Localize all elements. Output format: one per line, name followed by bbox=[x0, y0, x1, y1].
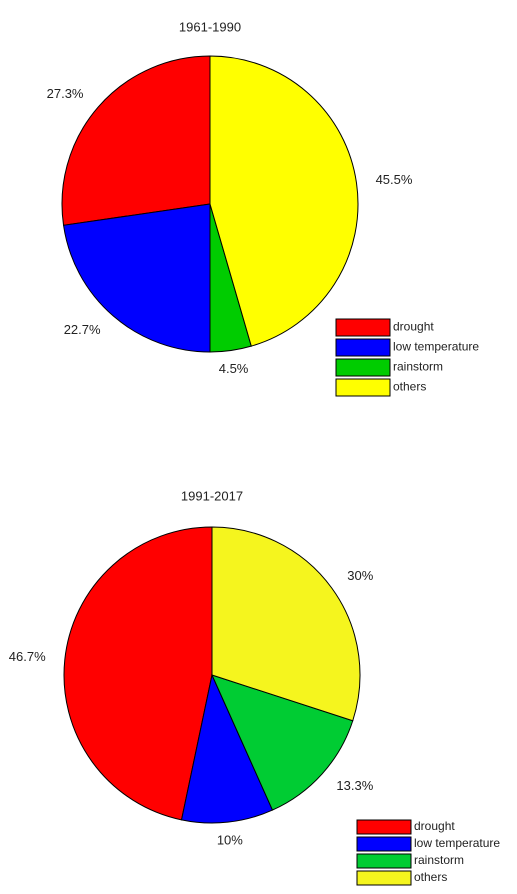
legend-label: drought bbox=[414, 819, 455, 833]
slice-label: 22.7% bbox=[64, 322, 101, 337]
legend-label: others bbox=[414, 870, 447, 884]
legend: drought low temperature rainstorm others bbox=[355, 818, 516, 890]
pie-slice bbox=[180, 673, 274, 824]
legend-swatch bbox=[335, 378, 391, 397]
chart-title: 1991-2017 bbox=[181, 488, 243, 503]
slice-label: 46.7% bbox=[9, 649, 46, 664]
legend-swatch bbox=[335, 318, 391, 337]
chart-title: 1961-1990 bbox=[179, 19, 241, 34]
legend-swatch bbox=[335, 358, 391, 377]
pie-slice bbox=[211, 674, 354, 811]
slice-label: 13.3% bbox=[336, 778, 373, 793]
legend-label: rainstorm bbox=[393, 360, 443, 374]
legend-label: others bbox=[393, 380, 426, 394]
legend-label: low temperature bbox=[393, 340, 479, 354]
slice-label: 27.3% bbox=[47, 86, 84, 101]
legend-swatch bbox=[356, 819, 412, 835]
slice-label: 4.5% bbox=[219, 361, 249, 376]
pie-slice bbox=[61, 55, 211, 226]
slice-label: 10% bbox=[217, 833, 243, 848]
slice-label: 30% bbox=[347, 568, 373, 583]
pie-slice bbox=[63, 526, 213, 821]
legend-label: rainstorm bbox=[414, 853, 464, 867]
pie-slice bbox=[211, 526, 361, 722]
legend-swatch bbox=[335, 338, 391, 357]
legend-label: low temperature bbox=[414, 836, 500, 850]
legend-swatch bbox=[356, 870, 412, 886]
legend-swatch bbox=[356, 836, 412, 852]
slice-label: 45.5% bbox=[376, 172, 413, 187]
pie-slice bbox=[209, 55, 359, 347]
pie-slice bbox=[62, 203, 211, 353]
legend-label: drought bbox=[393, 320, 434, 334]
legend: drought low temperature rainstorm others bbox=[334, 317, 516, 401]
legend-swatch bbox=[356, 853, 412, 869]
